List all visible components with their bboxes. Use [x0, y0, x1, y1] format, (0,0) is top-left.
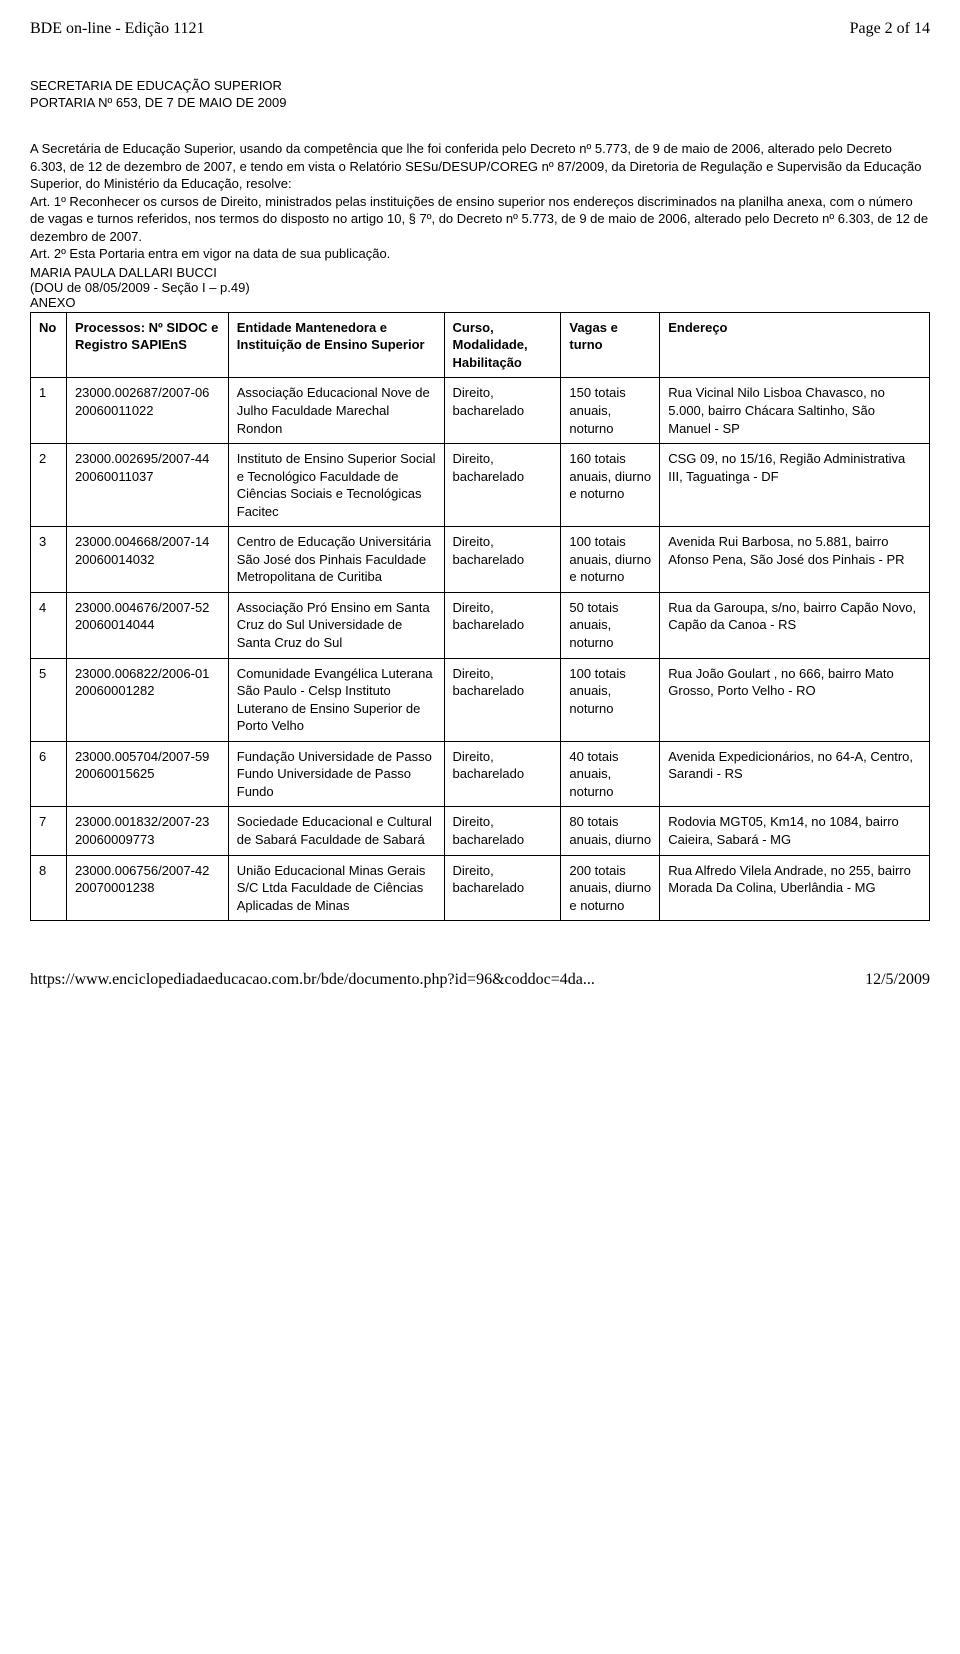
col-header-vagas: Vagas e turno — [561, 312, 660, 378]
cell-curso: Direito, bacharelado — [444, 592, 561, 658]
cell-vagas: 80 totais anuais, diurno — [561, 807, 660, 855]
cell-no: 7 — [31, 807, 67, 855]
cell-curso: Direito, bacharelado — [444, 807, 561, 855]
table-row: 823000.006756/2007-42 20070001238União E… — [31, 855, 930, 921]
cell-proc: 23000.004668/2007-14 20060014032 — [66, 527, 228, 593]
anexo-table: No Processos: Nº SIDOC e Registro SAPIEn… — [30, 312, 930, 921]
table-row: 323000.004668/2007-14 20060014032Centro … — [31, 527, 930, 593]
cell-curso: Direito, bacharelado — [444, 658, 561, 741]
cell-ent: Sociedade Educacional e Cultural de Saba… — [228, 807, 444, 855]
cell-no: 3 — [31, 527, 67, 593]
col-header-curso: Curso, Modalidade, Habilitação — [444, 312, 561, 378]
paragraph-intro: A Secretária de Educação Superior, usand… — [30, 140, 930, 193]
cell-curso: Direito, bacharelado — [444, 855, 561, 921]
cell-ent: Associação Pró Ensino em Santa Cruz do S… — [228, 592, 444, 658]
header-page: Page 2 of 14 — [850, 20, 930, 38]
signature-name: MARIA PAULA DALLARI BUCCI — [30, 265, 930, 280]
portaria-heading: PORTARIA Nº 653, DE 7 DE MAIO DE 2009 — [30, 95, 930, 110]
cell-ent: União Educacional Minas Gerais S/C Ltda … — [228, 855, 444, 921]
cell-end: Rua Vicinal Nilo Lisboa Chavasco, no 5.0… — [660, 378, 930, 444]
col-header-end: Endereço — [660, 312, 930, 378]
cell-vagas: 150 totais anuais, noturno — [561, 378, 660, 444]
cell-curso: Direito, bacharelado — [444, 378, 561, 444]
table-row: 423000.004676/2007-52 20060014044Associa… — [31, 592, 930, 658]
cell-vagas: 100 totais anuais, diurno e noturno — [561, 527, 660, 593]
cell-ent: Associação Educacional Nove de Julho Fac… — [228, 378, 444, 444]
footer-date: 12/5/2009 — [865, 971, 930, 989]
cell-proc: 23000.001832/2007-23 20060009773 — [66, 807, 228, 855]
secretaria-heading: SECRETARIA DE EDUCAÇÃO SUPERIOR — [30, 78, 930, 93]
cell-curso: Direito, bacharelado — [444, 527, 561, 593]
cell-no: 5 — [31, 658, 67, 741]
table-row: 123000.002687/2007-06 20060011022Associa… — [31, 378, 930, 444]
col-header-proc: Processos: Nº SIDOC e Registro SAPIEnS — [66, 312, 228, 378]
article-2: Art. 2º Esta Portaria entra em vigor na … — [30, 245, 930, 263]
cell-proc: 23000.005704/2007-59 20060015625 — [66, 741, 228, 807]
cell-proc: 23000.002687/2007-06 20060011022 — [66, 378, 228, 444]
cell-vagas: 200 totais anuais, diurno e noturno — [561, 855, 660, 921]
cell-end: Avenida Rui Barbosa, no 5.881, bairro Af… — [660, 527, 930, 593]
cell-no: 8 — [31, 855, 67, 921]
dou-reference: (DOU de 08/05/2009 - Seção I – p.49) — [30, 280, 930, 295]
table-row: 623000.005704/2007-59 20060015625Fundaçã… — [31, 741, 930, 807]
table-row: 523000.006822/2006-01 20060001282Comunid… — [31, 658, 930, 741]
cell-end: Avenida Expedicionários, no 64-A, Centro… — [660, 741, 930, 807]
cell-vagas: 160 totais anuais, diurno e noturno — [561, 444, 660, 527]
cell-proc: 23000.004676/2007-52 20060014044 — [66, 592, 228, 658]
cell-curso: Direito, bacharelado — [444, 741, 561, 807]
cell-vagas: 100 totais anuais, noturno — [561, 658, 660, 741]
table-row: 223000.002695/2007-44 20060011037Institu… — [31, 444, 930, 527]
cell-ent: Instituto de Ensino Superior Social e Te… — [228, 444, 444, 527]
cell-ent: Fundação Universidade de Passo Fundo Uni… — [228, 741, 444, 807]
page-header: BDE on-line - Edição 1121 Page 2 of 14 — [30, 20, 930, 38]
cell-end: Rua da Garoupa, s/no, bairro Capão Novo,… — [660, 592, 930, 658]
cell-curso: Direito, bacharelado — [444, 444, 561, 527]
cell-no: 2 — [31, 444, 67, 527]
cell-ent: Centro de Educação Universitária São Jos… — [228, 527, 444, 593]
cell-no: 6 — [31, 741, 67, 807]
anexo-label: ANEXO — [30, 295, 930, 310]
col-header-ent: Entidade Mantenedora e Instituição de En… — [228, 312, 444, 378]
table-row: 723000.001832/2007-23 20060009773Socieda… — [31, 807, 930, 855]
cell-proc: 23000.006756/2007-42 20070001238 — [66, 855, 228, 921]
cell-ent: Comunidade Evangélica Luterana São Paulo… — [228, 658, 444, 741]
cell-end: Rua João Goulart , no 666, bairro Mato G… — [660, 658, 930, 741]
header-title: BDE on-line - Edição 1121 — [30, 20, 204, 38]
document-body: A Secretária de Educação Superior, usand… — [30, 140, 930, 263]
cell-proc: 23000.006822/2006-01 20060001282 — [66, 658, 228, 741]
footer-url: https://www.enciclopediadaeducacao.com.b… — [30, 971, 595, 989]
col-header-no: No — [31, 312, 67, 378]
table-header-row: No Processos: Nº SIDOC e Registro SAPIEn… — [31, 312, 930, 378]
page-footer: https://www.enciclopediadaeducacao.com.b… — [30, 971, 930, 989]
cell-proc: 23000.002695/2007-44 20060011037 — [66, 444, 228, 527]
cell-vagas: 40 totais anuais, noturno — [561, 741, 660, 807]
cell-end: CSG 09, no 15/16, Região Administrativa … — [660, 444, 930, 527]
cell-end: Rua Alfredo Vilela Andrade, no 255, bair… — [660, 855, 930, 921]
article-1: Art. 1º Reconhecer os cursos de Direito,… — [30, 193, 930, 246]
cell-no: 4 — [31, 592, 67, 658]
cell-vagas: 50 totais anuais, noturno — [561, 592, 660, 658]
cell-end: Rodovia MGT05, Km14, no 1084, bairro Cai… — [660, 807, 930, 855]
cell-no: 1 — [31, 378, 67, 444]
